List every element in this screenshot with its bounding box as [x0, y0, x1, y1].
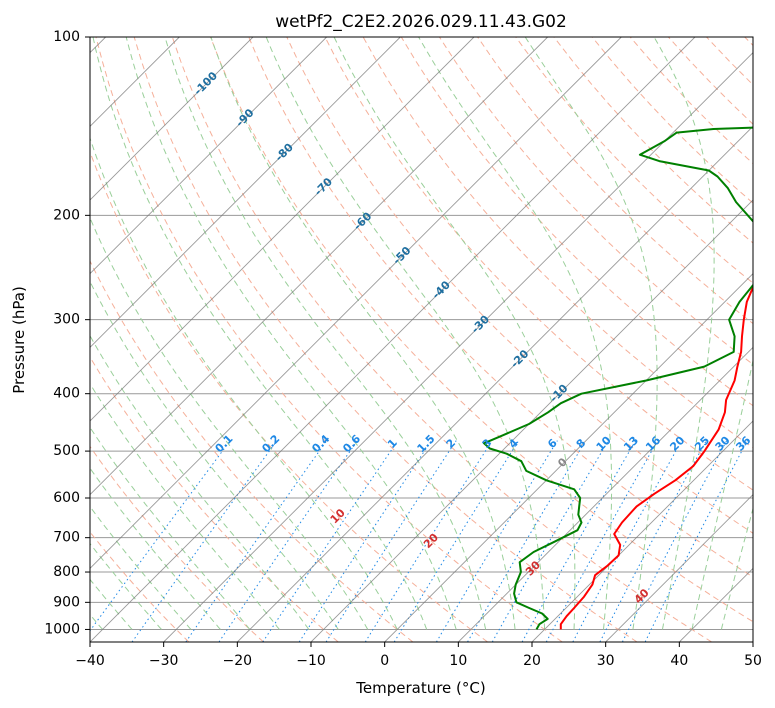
temperature-profile-line — [559, 284, 753, 630]
isobar-grid — [90, 37, 753, 630]
moist-adiabats — [90, 37, 753, 630]
moist-adiabat-line — [90, 542, 162, 630]
moist-adiabat-line — [265, 37, 546, 630]
mixing-ratio-line — [467, 440, 587, 642]
mixing-ratio-line — [621, 440, 728, 642]
isotherm-line — [90, 37, 622, 569]
x-axis-ticks: −40 −30 −20 −10 0 10 20 30 40 50 — [75, 642, 762, 669]
chart-title: wetPf2_C2E2.2026.029.11.43.G02 — [275, 12, 567, 32]
y-tick-label: 300 — [53, 312, 80, 328]
isotherm-line — [90, 37, 696, 642]
isotherm-line — [531, 420, 753, 642]
mixing-ratio-line — [298, 440, 432, 642]
y-tick-label: 400 — [53, 386, 80, 402]
moist-adiabat-line — [92, 37, 428, 630]
x-tick-label: −20 — [223, 653, 253, 669]
isotherm-line — [605, 494, 753, 642]
x-tick-label: −30 — [149, 653, 179, 669]
mixing-ratio-line — [131, 440, 278, 642]
isotherm-line — [90, 37, 401, 348]
x-tick-label: 10 — [449, 653, 467, 669]
x-tick-label: 50 — [744, 653, 762, 669]
mixing-ratio-line — [521, 440, 637, 642]
moist-adiabat-line — [691, 358, 753, 630]
isotherm-line — [458, 346, 753, 642]
dry-adiabat-line — [286, 37, 753, 534]
moist-adiabat-line — [90, 467, 221, 630]
mixing-ratio-line — [572, 440, 683, 642]
moist-adiabat-line — [90, 578, 133, 630]
moist-adiabat-line — [90, 136, 398, 630]
moist-adiabat-line — [524, 37, 658, 630]
dry-adiabat-line — [210, 37, 753, 623]
moist-adiabat-line — [90, 334, 310, 630]
mixing-ratio-line — [185, 440, 328, 642]
dry-adiabat-line — [90, 259, 414, 642]
dry-adiabat-line — [324, 37, 753, 491]
moist-adiabat-line — [720, 506, 753, 630]
isotherm-line — [384, 273, 753, 642]
sounding-series — [483, 126, 753, 630]
mixing-ratio-line — [545, 440, 659, 642]
isotherm-line — [90, 37, 548, 496]
moist-adiabat-line — [653, 37, 715, 630]
y-tick-label: 900 — [53, 594, 80, 610]
x-tick-label: 30 — [597, 653, 615, 669]
dry-adiabat-line — [171, 37, 712, 642]
x-tick-label: 20 — [523, 653, 541, 669]
moist-adiabat-line — [333, 37, 576, 630]
mixing-ratio-lines — [90, 440, 748, 642]
moist-adiabat-line — [90, 216, 369, 630]
y-tick-label: 500 — [53, 443, 80, 459]
isotherm-line — [90, 37, 254, 201]
moist-adiabat-line — [125, 37, 457, 630]
y-tick-label: 700 — [53, 530, 80, 546]
y-axis-title: Pressure (hPa) — [10, 286, 28, 394]
y-tick-label: 800 — [53, 564, 80, 580]
dry-adiabat-line — [95, 37, 563, 642]
moist-adiabat-line — [418, 37, 613, 630]
y-tick-label: 100 — [53, 29, 80, 45]
x-tick-label: 0 — [380, 653, 389, 669]
mixing-ratio-line — [599, 440, 707, 642]
isotherm-line — [310, 199, 753, 642]
moist-adiabat-line — [90, 382, 280, 630]
isotherm-line — [237, 125, 753, 642]
moist-adiabat-line — [90, 426, 251, 630]
mixing-ratio-line — [491, 440, 609, 642]
dry-adiabat-line — [515, 37, 753, 284]
dewpoint-profile-line — [483, 126, 753, 630]
x-tick-label: −40 — [75, 653, 105, 669]
x-tick-label: 40 — [670, 653, 688, 669]
mixing-ratio-line — [364, 440, 493, 642]
y-tick-label: 1000 — [44, 621, 80, 637]
plot-background — [90, 37, 753, 642]
isotherm-line — [90, 37, 475, 422]
mixing-ratio-line — [644, 440, 748, 642]
moist-adiabat-line — [90, 505, 192, 630]
moist-adiabat-line — [210, 37, 516, 630]
mixing-ratio-line — [435, 440, 558, 642]
y-axis-ticks: 100 200 300 400 500 600 700 800 900 1000 — [44, 29, 90, 637]
x-tick-label: −10 — [296, 653, 326, 669]
dry-adiabat-line — [90, 445, 264, 642]
dry-adiabat-line — [248, 37, 753, 578]
mixing-ratio-line — [393, 440, 520, 642]
y-tick-label: 600 — [53, 490, 80, 506]
isotherm-line — [90, 37, 327, 275]
x-axis-title: Temperature (°C) — [355, 679, 485, 697]
moist-adiabat-line — [164, 37, 487, 630]
y-tick-label: 200 — [53, 207, 80, 223]
plot-frame — [89, 36, 754, 643]
moist-adiabat-line — [90, 280, 339, 630]
